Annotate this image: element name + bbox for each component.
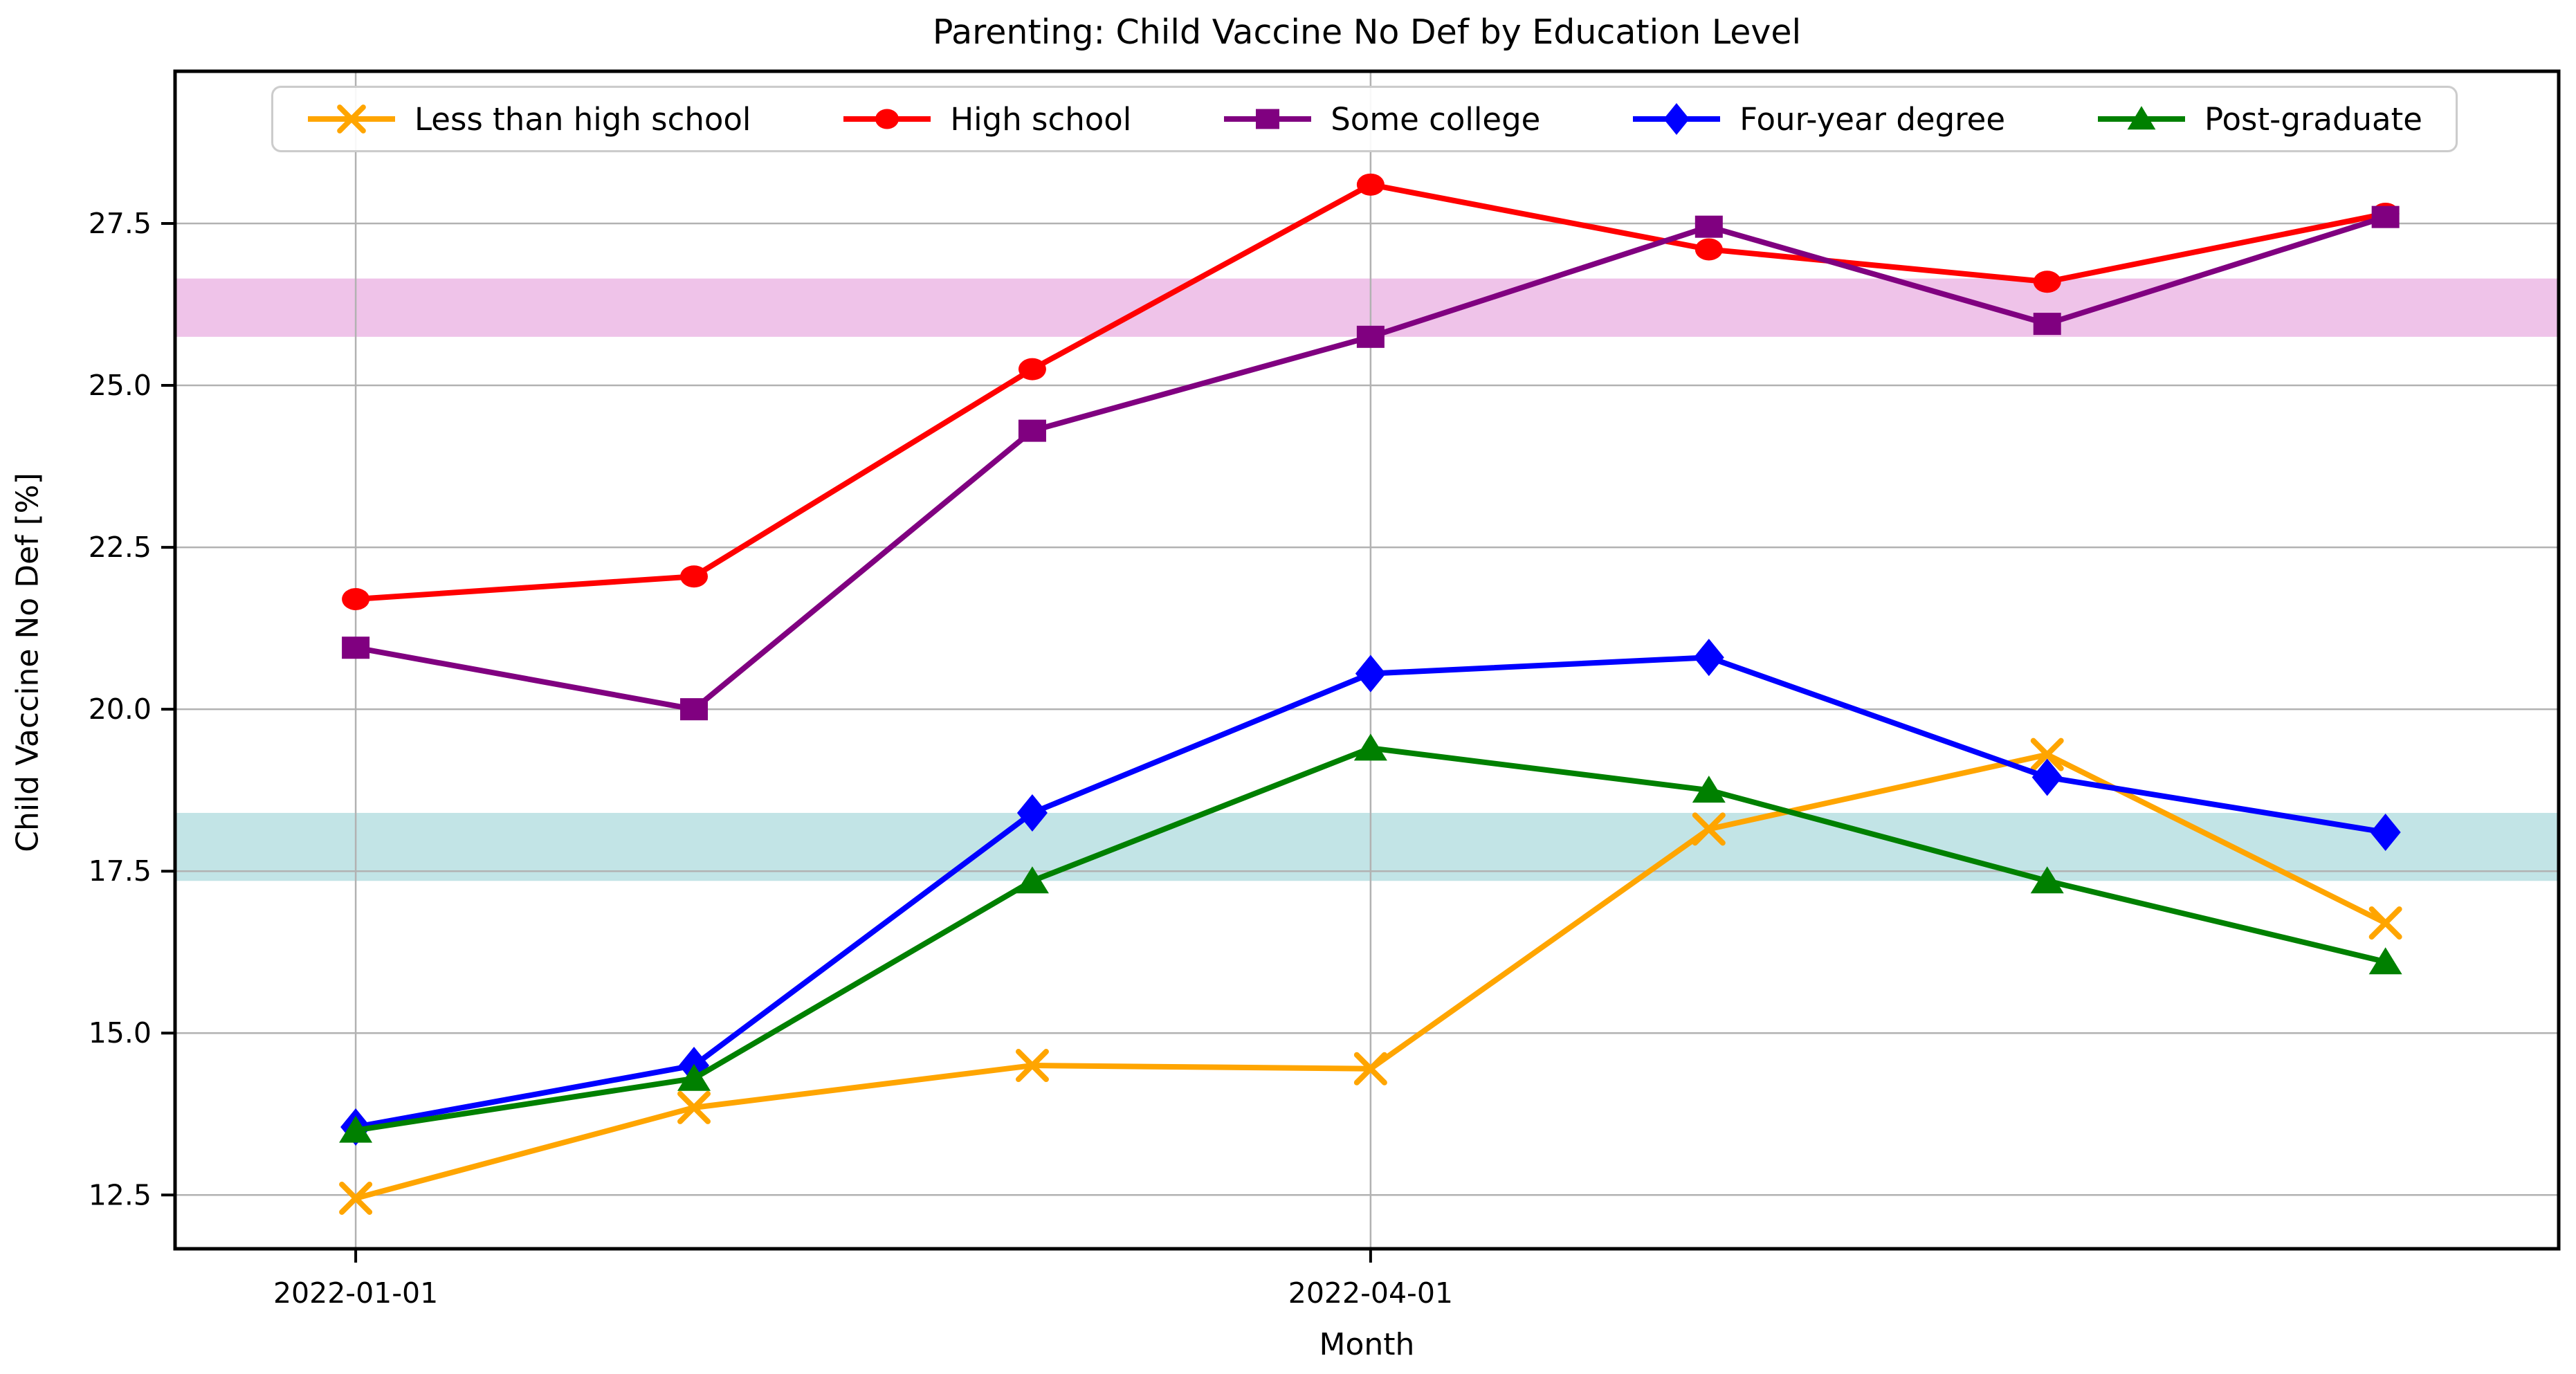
y-tick-label: 17.5 — [89, 854, 152, 888]
data-point-marker-diamond — [1355, 654, 1386, 693]
y-tick-label: 20.0 — [89, 693, 152, 726]
data-point-marker-circle — [1356, 173, 1385, 196]
data-point-marker-triangle — [1353, 733, 1387, 761]
data-point-marker-x — [339, 1181, 373, 1215]
y-tick-label: 15.0 — [89, 1016, 152, 1050]
data-point-marker-triangle — [2368, 947, 2402, 975]
data-point-marker-diamond — [1693, 639, 1724, 677]
series-less-than-high-school — [339, 738, 2402, 1215]
data-point-marker-circle — [1695, 238, 1723, 261]
legend-item-four-year-degree: Four-year degree — [1632, 98, 2005, 140]
data-point-marker-diamond — [1016, 794, 1048, 832]
lower-reference-band — [175, 812, 2559, 881]
data-point-marker-square — [2371, 205, 2400, 228]
data-point-marker-triangle — [1692, 776, 1726, 803]
y-tick-label: 25.0 — [89, 369, 152, 402]
legend-label: Post-graduate — [2204, 100, 2422, 138]
legend-item-some-college: Some college — [1223, 98, 1540, 140]
legend-label: Four-year degree — [1739, 100, 2006, 138]
legend-label: High school — [950, 100, 1132, 138]
data-point-marker-square — [2033, 313, 2061, 336]
legend-label: Some college — [1331, 100, 1541, 138]
diamond-legend-marker-icon — [1633, 103, 1721, 135]
data-point-marker-square — [1695, 215, 1723, 238]
data-point-marker-circle — [2033, 271, 2061, 293]
data-point-marker-circle — [1018, 358, 1046, 381]
y-tick-label: 12.5 — [89, 1178, 152, 1211]
y-axis-label: Child Vaccine No Def [%] — [10, 473, 46, 852]
legend-item-high-school: High school — [842, 98, 1131, 140]
data-point-marker-x — [1353, 1052, 1387, 1086]
chart-title: Parenting: Child Vaccine No Def by Educa… — [932, 12, 1802, 52]
data-point-marker-square — [680, 698, 709, 721]
data-point-marker-square — [1018, 419, 1046, 442]
data-point-marker-x — [1692, 812, 1726, 846]
data-point-marker-x — [677, 1090, 711, 1124]
data-point-marker-diamond — [2031, 758, 2063, 796]
x-legend-marker-icon — [308, 104, 395, 134]
data-point-marker-triangle — [1015, 866, 1049, 894]
plot-border — [173, 69, 2561, 1251]
data-point-marker-triangle — [677, 1063, 711, 1091]
legend-label: Less than high school — [414, 100, 751, 138]
data-point-marker-triangle — [2030, 866, 2064, 894]
legend-item-less-than-high-school: Less than high school — [307, 98, 751, 140]
chart-legend: Less than high school High school Some col… — [271, 86, 2458, 152]
x-axis-label: Month — [1319, 1327, 1415, 1362]
data-point-marker-x — [2030, 738, 2064, 771]
square-legend-marker-icon — [1224, 109, 1312, 129]
data-point-marker-x — [1015, 1049, 1049, 1083]
data-point-marker-diamond — [2370, 814, 2401, 852]
series-some-college — [342, 205, 2400, 721]
data-point-marker-square — [1356, 325, 1385, 348]
y-tick-label: 27.5 — [89, 207, 152, 240]
x-tick-label: 2022-01-01 — [273, 1276, 438, 1310]
data-point-marker-triangle — [339, 1115, 373, 1143]
series-post-graduate — [339, 733, 2402, 1143]
data-point-marker-x — [2368, 906, 2402, 940]
circle-legend-marker-icon — [843, 109, 931, 129]
data-point-marker-circle — [680, 565, 709, 588]
triangle-legend-marker-icon — [2097, 106, 2185, 130]
x-tick-label: 2022-04-01 — [1288, 1276, 1453, 1310]
legend-item-post-graduate: Post-graduate — [2097, 98, 2422, 140]
y-tick-label: 22.5 — [89, 531, 152, 564]
data-point-marker-circle — [342, 587, 370, 610]
data-point-marker-square — [342, 636, 370, 659]
